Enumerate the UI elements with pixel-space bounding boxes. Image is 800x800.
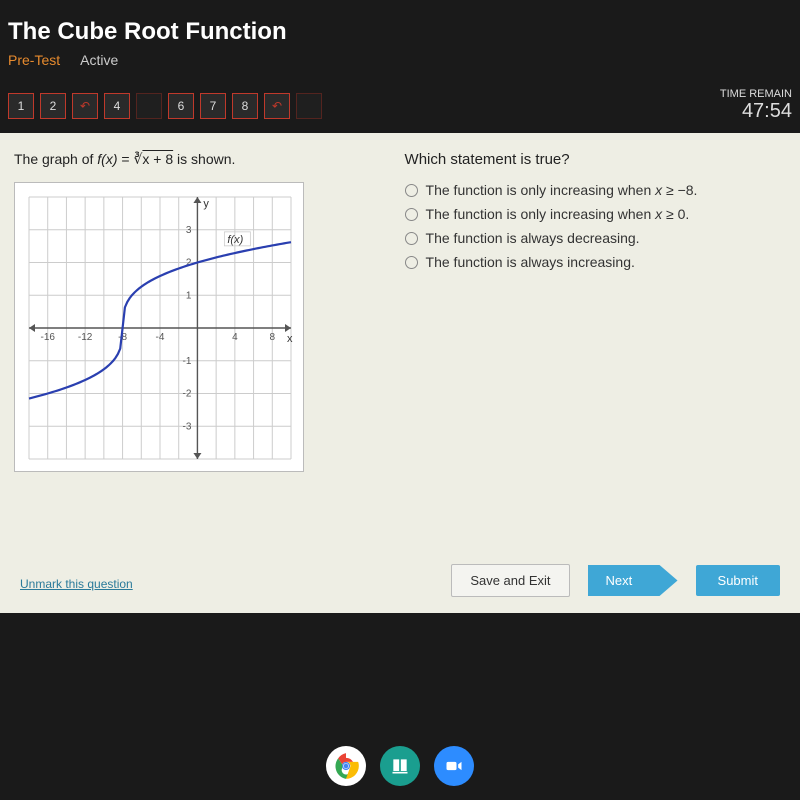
- option-label: The function is always increasing.: [426, 254, 635, 270]
- zoom-icon[interactable]: [434, 746, 474, 786]
- radio-icon: [405, 208, 418, 221]
- timer-value: 47:54: [720, 100, 792, 123]
- taskbar: [326, 746, 474, 786]
- option-label: The function is only increasing when x ≥…: [426, 182, 698, 198]
- nav-btn-6[interactable]: 6: [168, 93, 194, 119]
- radio-icon: [405, 184, 418, 197]
- tabs: Pre-Test Active: [8, 52, 792, 68]
- svg-text:f(x): f(x): [227, 234, 243, 246]
- nav-btn-9[interactable]: ↶: [264, 93, 290, 119]
- save-exit-button[interactable]: Save and Exit: [451, 564, 569, 597]
- option-label: The function is always decreasing.: [426, 230, 640, 246]
- tab-pretest[interactable]: Pre-Test: [8, 52, 60, 68]
- nav-btn-7[interactable]: 7: [200, 93, 226, 119]
- option-3[interactable]: The function is always decreasing.: [405, 230, 786, 246]
- svg-text:x: x: [287, 333, 293, 345]
- svg-text:-16: -16: [40, 332, 55, 343]
- option-4[interactable]: The function is always increasing.: [405, 254, 786, 270]
- option-1[interactable]: The function is only increasing when x ≥…: [405, 182, 786, 198]
- nav-btn-10[interactable]: [296, 93, 322, 119]
- nav-btn-1[interactable]: 1: [8, 93, 34, 119]
- chrome-icon[interactable]: [326, 746, 366, 786]
- svg-text:y: y: [203, 198, 209, 210]
- timer: TIME REMAIN 47:54: [720, 88, 792, 123]
- graph: -16-12-8-448-3-2-1123yxf(x): [14, 182, 304, 472]
- content-panel: The graph of f(x) = ∛x + 8 is shown. -16…: [0, 133, 800, 613]
- tab-active[interactable]: Active: [80, 52, 118, 68]
- nav-btn-8[interactable]: 8: [232, 93, 258, 119]
- book-icon[interactable]: [380, 746, 420, 786]
- svg-text:-3: -3: [183, 421, 192, 432]
- radio-icon: [405, 232, 418, 245]
- svg-text:-2: -2: [183, 389, 192, 400]
- question-nav: 12↶4678↶: [8, 93, 322, 119]
- radio-icon: [405, 256, 418, 269]
- next-button[interactable]: Next: [588, 565, 678, 596]
- page-title: The Cube Root Function: [8, 18, 792, 46]
- svg-text:4: 4: [232, 332, 238, 343]
- svg-text:1: 1: [186, 290, 192, 301]
- nav-btn-5[interactable]: [136, 93, 162, 119]
- svg-text:-12: -12: [78, 332, 93, 343]
- option-2[interactable]: The function is only increasing when x ≥…: [405, 206, 786, 222]
- question-title: Which statement is true?: [405, 151, 786, 168]
- submit-button[interactable]: Submit: [696, 565, 780, 596]
- svg-text:8: 8: [270, 332, 276, 343]
- nav-btn-3[interactable]: ↶: [72, 93, 98, 119]
- options-list: The function is only increasing when x ≥…: [405, 182, 786, 270]
- option-label: The function is only increasing when x ≥…: [426, 206, 690, 222]
- timer-label: TIME REMAIN: [720, 88, 792, 100]
- prompt-text: The graph of f(x) = ∛x + 8 is shown.: [14, 151, 385, 168]
- svg-text:-4: -4: [156, 332, 165, 343]
- nav-btn-4[interactable]: 4: [104, 93, 130, 119]
- svg-text:3: 3: [186, 225, 192, 236]
- nav-btn-2[interactable]: 2: [40, 93, 66, 119]
- unmark-link[interactable]: Unmark this question: [20, 577, 133, 591]
- svg-text:-1: -1: [183, 356, 192, 367]
